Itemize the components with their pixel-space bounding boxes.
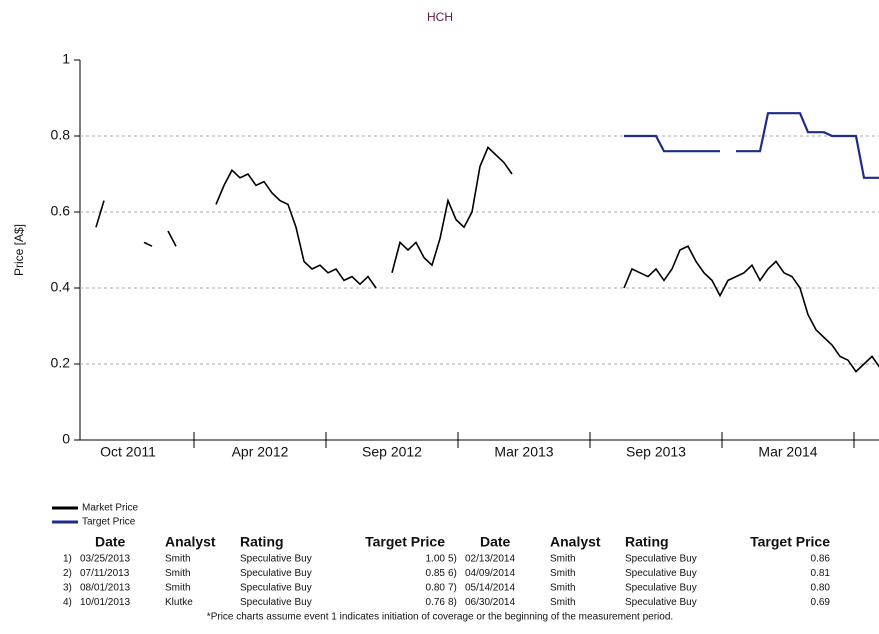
table-header: Rating [625, 534, 669, 550]
table-cell: 1.00 [426, 554, 446, 565]
table-cell: 0.85 [426, 568, 446, 579]
table-cell: Smith [550, 554, 576, 565]
table-cell: Smith [165, 554, 191, 565]
table-header: Date [95, 534, 126, 550]
price-line [167, 230, 177, 247]
table-cell: 3) [63, 583, 72, 594]
table-cell: 4) [63, 597, 72, 608]
table-cell: 03/25/2013 [80, 554, 130, 565]
price-line [624, 134, 720, 153]
price-line [215, 168, 377, 289]
table-cell: Speculative Buy [625, 597, 697, 608]
legend-label: Market Price [82, 503, 139, 514]
x-tick-label: Apr 2012 [232, 444, 289, 460]
table-cell: Speculative Buy [625, 554, 697, 565]
table-cell: 05/14/2014 [465, 583, 515, 594]
table-cell: Smith [550, 583, 576, 594]
table-cell: 0.69 [811, 597, 831, 608]
table-cell: Speculative Buy [240, 568, 312, 579]
table-cell: 02/13/2014 [465, 554, 515, 565]
y-axis-label: Price [A$] [12, 224, 26, 276]
table-header: Rating [240, 534, 284, 550]
table-header: Analyst [165, 534, 216, 550]
table-header: Target Price [750, 534, 830, 550]
y-tick-label: 0.2 [51, 355, 71, 371]
table-cell: Smith [550, 597, 576, 608]
x-tick-label: Sep 2013 [626, 444, 686, 460]
x-tick-label: Sep 2012 [362, 444, 422, 460]
table-cell: 1) [63, 554, 72, 565]
table-header: Analyst [550, 534, 601, 550]
footnote: *Price charts assume event 1 indicates i… [207, 612, 673, 623]
y-tick-label: 0.8 [51, 127, 71, 143]
table-cell: Speculative Buy [240, 554, 312, 565]
legend-label: Target Price [82, 517, 136, 528]
table-cell: 6) [448, 568, 457, 579]
table-cell: 7) [448, 583, 457, 594]
y-tick-label: 1 [62, 51, 70, 67]
table-cell: 08/01/2013 [80, 583, 130, 594]
table-header: Target Price [365, 534, 445, 550]
table-cell: 07/11/2013 [80, 568, 130, 579]
table-cell: 0.80 [811, 583, 831, 594]
table-cell: 0.86 [811, 554, 831, 565]
price-line [391, 146, 513, 274]
table-cell: 2) [63, 568, 72, 579]
table-cell: Smith [165, 568, 191, 579]
price-line [143, 241, 153, 247]
x-tick-label: Oct 2011 [100, 444, 156, 460]
price-line [623, 245, 879, 373]
table-cell: Speculative Buy [625, 568, 697, 579]
table-cell: 0.76 [426, 597, 446, 608]
y-tick-label: 0 [62, 431, 70, 447]
table-cell: Klutke [165, 597, 193, 608]
table-cell: 06/30/2014 [465, 597, 515, 608]
table-cell: Speculative Buy [625, 583, 697, 594]
table-header: Date [480, 534, 511, 550]
table-cell: 8) [448, 597, 457, 608]
table-cell: Speculative Buy [240, 597, 312, 608]
table-cell: Smith [165, 583, 191, 594]
price-line [736, 112, 879, 179]
y-tick-label: 0.4 [51, 279, 71, 295]
table-cell: 0.80 [426, 583, 446, 594]
table-cell: 5) [448, 554, 457, 565]
x-tick-label: Mar 2013 [494, 444, 553, 460]
table-cell: Speculative Buy [240, 583, 312, 594]
chart-title: HCH [427, 10, 453, 24]
table-cell: Smith [550, 568, 576, 579]
table-cell: 10/01/2013 [80, 597, 130, 608]
table-cell: 0.81 [811, 568, 831, 579]
price-line [95, 200, 105, 228]
table-cell: 04/09/2014 [465, 568, 515, 579]
y-tick-label: 0.6 [51, 203, 71, 219]
x-tick-label: Mar 2014 [758, 444, 817, 460]
